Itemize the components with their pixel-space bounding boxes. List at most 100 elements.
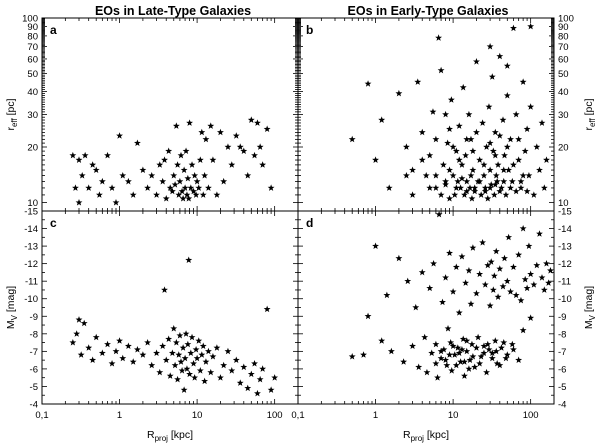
data-point-d	[543, 260, 550, 267]
data-point-a	[179, 195, 187, 202]
data-point-a	[153, 191, 160, 198]
data-point-b	[432, 171, 440, 179]
r-tick-label: 20	[558, 142, 569, 153]
data-point-b	[467, 135, 475, 143]
data-point-c	[180, 386, 188, 393]
x-tick-label: 1	[373, 410, 378, 421]
x-tick-label: 100	[267, 410, 283, 421]
data-point-d	[442, 274, 450, 281]
data-point-c	[98, 349, 106, 357]
data-point-b	[507, 184, 514, 191]
data-point-c	[171, 361, 179, 369]
data-point-b	[521, 147, 529, 155]
data-point-b	[418, 128, 426, 136]
data-point-c	[183, 365, 191, 372]
data-point-b	[435, 34, 443, 41]
data-point-a	[256, 143, 264, 150]
data-point-b	[459, 83, 467, 91]
data-point-d	[437, 347, 445, 355]
data-point-d	[525, 242, 533, 249]
data-point-d	[432, 360, 440, 367]
data-point-d	[492, 247, 500, 255]
data-point-a	[119, 171, 127, 179]
panel-frame-d	[297, 210, 555, 405]
data-point-d	[451, 351, 459, 358]
data-point-a	[92, 166, 100, 173]
data-point-c	[184, 340, 192, 348]
data-point-d	[418, 268, 426, 276]
data-point-d	[527, 270, 535, 278]
data-point-a	[251, 151, 258, 159]
data-point-c	[185, 256, 193, 264]
data-point-a	[148, 171, 156, 179]
data-point-a	[89, 161, 97, 168]
x-tick-label: 100	[523, 410, 539, 421]
data-point-d	[545, 279, 552, 286]
data-point-d	[486, 302, 494, 309]
data-point-a	[183, 191, 191, 198]
data-point-d	[435, 210, 443, 218]
data-point-a	[144, 184, 152, 191]
data-point-d	[502, 354, 510, 362]
plot-layer: a b c d 0,1 0,1 1 1 10 10 100 100 10 10 20 20 30 30 40 40 50…	[5, 14, 597, 444]
data-point-b	[437, 191, 445, 198]
data-point-a	[196, 156, 204, 163]
data-point-b	[457, 184, 465, 191]
data-point-b	[515, 156, 523, 163]
data-point-a	[178, 187, 186, 195]
data-point-c	[247, 370, 255, 378]
data-point-d	[439, 298, 446, 306]
data-point-c	[148, 361, 156, 369]
data-point-d	[527, 314, 535, 321]
m-tick-label: -15	[558, 207, 572, 218]
data-point-b	[439, 161, 447, 168]
data-point-d	[452, 263, 460, 271]
data-point-d	[477, 353, 485, 360]
data-point-d	[442, 356, 450, 364]
data-point-c	[240, 363, 248, 371]
m-tick-label: -11	[558, 277, 571, 288]
data-point-b	[491, 128, 499, 136]
data-point-a	[236, 143, 244, 150]
data-point-d	[465, 365, 473, 372]
data-point-b	[493, 177, 501, 185]
data-point-b	[402, 143, 410, 150]
x-tick-label: 0,1	[35, 410, 48, 421]
data-point-c	[182, 330, 190, 337]
data-point-a	[161, 156, 168, 163]
data-point-b	[488, 73, 496, 80]
data-point-c	[181, 354, 189, 362]
data-point-d	[415, 363, 423, 371]
data-point-b	[469, 166, 477, 173]
data-point-c	[108, 360, 116, 367]
data-point-d	[510, 346, 517, 353]
m-tick-label: -9	[558, 312, 566, 323]
m-tick-label: -14	[24, 224, 38, 235]
data-point-a	[186, 119, 194, 126]
data-point-c	[196, 367, 204, 374]
data-point-c	[259, 365, 267, 372]
data-point-d	[421, 333, 429, 341]
data-point-b	[458, 161, 466, 168]
data-point-b	[452, 184, 460, 191]
data-point-a	[198, 128, 206, 136]
data-point-b	[378, 116, 386, 123]
data-point-b	[426, 184, 434, 191]
data-point-d	[462, 279, 470, 286]
data-point-c	[188, 333, 196, 341]
data-point-b	[492, 171, 500, 179]
m-tick-label: -5	[558, 382, 566, 393]
data-point-c	[73, 330, 81, 337]
data-point-d	[476, 360, 484, 367]
data-point-d	[455, 309, 463, 316]
data-point-b	[395, 89, 403, 97]
data-point-b	[494, 161, 502, 168]
data-point-a	[175, 191, 183, 198]
data-point-c	[104, 340, 111, 348]
data-point-d	[491, 337, 499, 344]
data-point-c	[213, 344, 221, 351]
data-point-a	[220, 177, 228, 185]
data-point-b	[455, 122, 463, 129]
data-point-b	[517, 184, 525, 191]
data-point-d	[538, 274, 546, 281]
